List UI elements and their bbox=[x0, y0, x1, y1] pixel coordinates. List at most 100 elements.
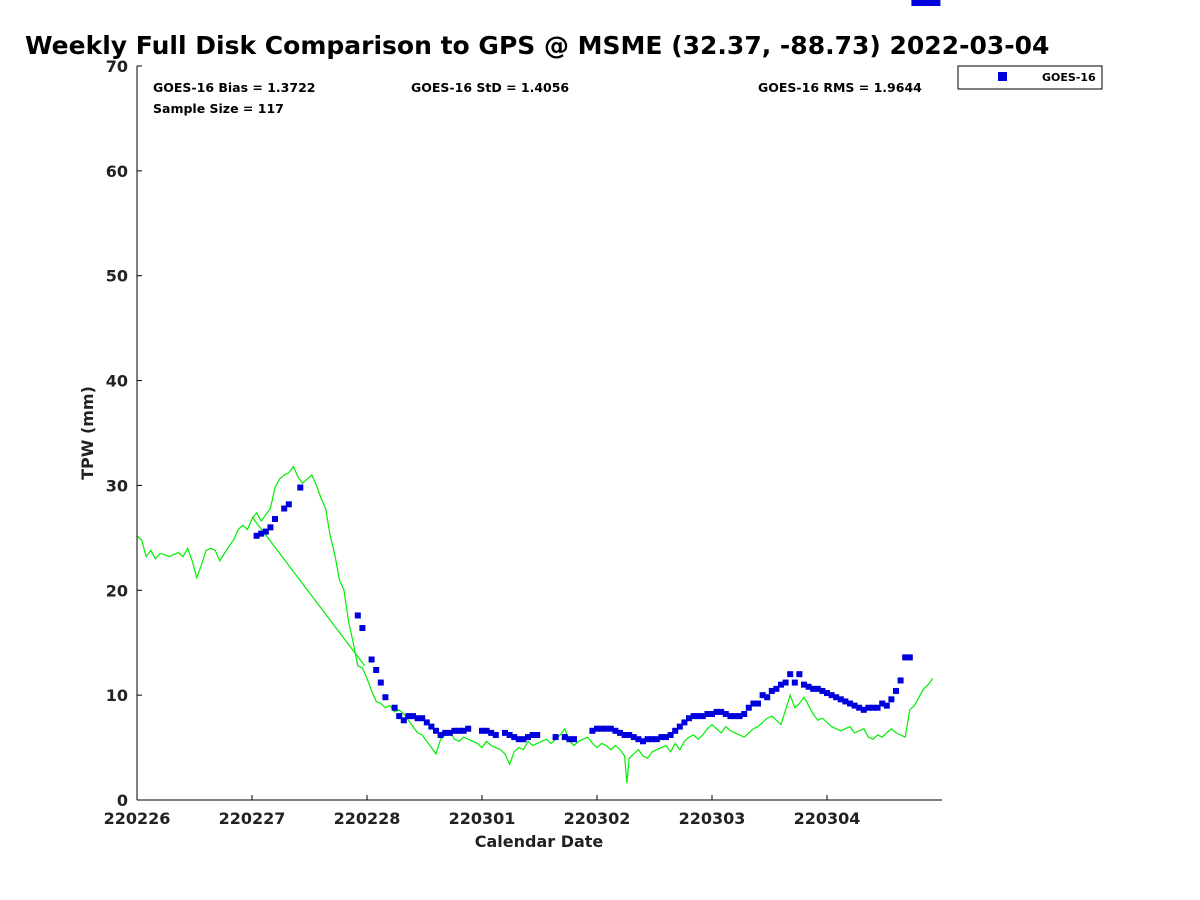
goes-point bbox=[906, 654, 913, 661]
goes-point bbox=[865, 704, 872, 711]
goes-point bbox=[695, 713, 702, 720]
goes-point bbox=[672, 727, 679, 734]
goes-point bbox=[814, 685, 821, 692]
goes-point bbox=[359, 625, 366, 632]
goes-point bbox=[732, 713, 738, 720]
goes-point bbox=[860, 706, 867, 713]
goes-point bbox=[391, 704, 398, 711]
goes-point bbox=[870, 704, 876, 711]
y-tick-label: 30 bbox=[106, 476, 128, 495]
plot-background bbox=[137, 66, 942, 800]
gps-series bbox=[136, 465, 934, 784]
goes-point bbox=[373, 666, 380, 673]
goes-point bbox=[874, 704, 881, 711]
goes-point bbox=[888, 696, 895, 703]
gps-line bbox=[136, 465, 934, 784]
goes-point bbox=[778, 681, 784, 688]
goes-point bbox=[502, 729, 508, 736]
goes-point bbox=[819, 687, 826, 694]
x-tick-label: 220227 bbox=[219, 809, 286, 828]
x-tick-label: 220228 bbox=[334, 809, 401, 828]
x-tick-label: 220301 bbox=[449, 809, 516, 828]
goes-point bbox=[594, 725, 600, 732]
y-tick-label: 10 bbox=[106, 686, 128, 705]
goes-point bbox=[598, 725, 605, 732]
goes-point bbox=[704, 711, 711, 718]
goes-point bbox=[621, 731, 628, 738]
goes-series bbox=[253, 0, 941, 745]
goes-point bbox=[782, 679, 789, 686]
goes-point bbox=[607, 725, 614, 732]
goes-point bbox=[847, 700, 853, 707]
x-tick-label: 220226 bbox=[104, 809, 171, 828]
goes-point bbox=[506, 731, 513, 738]
x-tick-label: 220303 bbox=[679, 809, 746, 828]
goes-point bbox=[653, 736, 660, 743]
goes-point bbox=[267, 524, 274, 531]
goes-point bbox=[423, 719, 430, 726]
bias-stat: GOES-16 Bias = 1.3722 bbox=[153, 80, 315, 95]
goes-point bbox=[824, 690, 830, 697]
goes-point bbox=[709, 711, 715, 718]
goes-point bbox=[410, 713, 416, 720]
goes-point bbox=[893, 687, 899, 694]
goes-point bbox=[842, 698, 849, 705]
goes-point bbox=[727, 713, 734, 720]
goes-point bbox=[759, 692, 766, 699]
goes-point bbox=[460, 727, 467, 734]
goes-point bbox=[262, 528, 269, 535]
std-stat: GOES-16 StD = 1.4056 bbox=[411, 80, 569, 95]
goes-point bbox=[773, 685, 780, 692]
goes-point bbox=[419, 715, 426, 722]
goes-point bbox=[589, 727, 596, 734]
x-axis-ticks: 220226 220227 220228 220301 220302 220303 2203… bbox=[104, 795, 860, 828]
y-tick-label: 0 bbox=[117, 791, 128, 810]
goes-point bbox=[617, 729, 623, 736]
goes-point bbox=[566, 736, 573, 743]
goes-point bbox=[741, 711, 748, 718]
goes-point bbox=[879, 700, 886, 707]
goes-point bbox=[405, 713, 412, 720]
goes-point bbox=[396, 713, 403, 720]
goes-point bbox=[787, 671, 794, 678]
goes-point bbox=[676, 723, 683, 730]
goes-point bbox=[856, 704, 863, 711]
gps-gap-segment bbox=[251, 516, 366, 667]
goes-point bbox=[525, 734, 531, 741]
goes-point bbox=[649, 736, 656, 743]
goes-point bbox=[686, 715, 692, 722]
goes-point bbox=[428, 723, 435, 730]
goes-point bbox=[253, 532, 260, 539]
x-axis-label: Calendar Date bbox=[475, 832, 604, 851]
goes-point bbox=[658, 734, 665, 741]
goes-point bbox=[626, 731, 633, 738]
goes-point bbox=[456, 727, 462, 734]
goes-point bbox=[851, 702, 858, 709]
sample-size-stat: Sample Size = 117 bbox=[153, 101, 284, 116]
goes-point bbox=[400, 717, 407, 724]
plot-area: 0 10 20 30 40 50 60 70 220226 220227 220228 220301… bbox=[104, 0, 942, 828]
goes-point bbox=[258, 530, 265, 537]
y-tick-label: 20 bbox=[106, 581, 128, 600]
goes-point bbox=[451, 727, 458, 734]
goes-point bbox=[663, 734, 669, 741]
goes-point bbox=[745, 704, 752, 711]
goes-point bbox=[488, 729, 495, 736]
x-tick-label: 220302 bbox=[564, 809, 631, 828]
legend-marker-goes bbox=[998, 72, 1007, 81]
goes-point bbox=[644, 736, 651, 743]
goes-point bbox=[612, 727, 619, 734]
legend-label-goes: GOES-16 bbox=[1042, 71, 1096, 84]
goes-point bbox=[837, 696, 844, 703]
legend: GOES-16 bbox=[957, 65, 1103, 90]
goes-point bbox=[929, 0, 936, 6]
rms-stat: GOES-16 RMS = 1.9644 bbox=[758, 80, 922, 95]
goes-point bbox=[465, 725, 472, 732]
goes-point bbox=[529, 731, 536, 738]
goes-point bbox=[442, 729, 449, 736]
goes-point bbox=[414, 715, 421, 722]
goes-point bbox=[722, 711, 729, 718]
goes-point bbox=[810, 685, 817, 692]
goes-point bbox=[285, 501, 292, 508]
